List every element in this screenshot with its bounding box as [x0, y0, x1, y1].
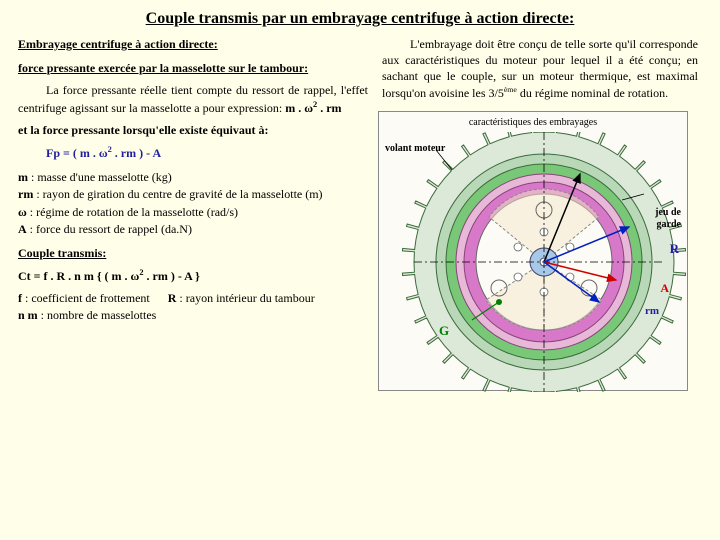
label-volant: volant moteur [385, 142, 445, 156]
left-column: Embrayage centrifuge à action directe: f… [18, 36, 378, 391]
bottom-vars: f : coefficient de frottement R : rayon … [18, 290, 368, 323]
fp-intro: et la force pressante lorsqu'elle existe… [18, 122, 368, 138]
clutch-diagram: caractéristiques des embrayages [378, 111, 688, 391]
diagram-svg-wrap [379, 132, 689, 392]
var-f-R: f : coefficient de frottement R : rayon … [18, 290, 368, 306]
label-rm: rm [645, 304, 659, 319]
var-rm: rm : rayon de giration du centre de grav… [18, 186, 368, 202]
content-area: Embrayage centrifuge à action directe: f… [0, 36, 720, 391]
main-heading: Embrayage centrifuge à action directe: [18, 36, 368, 52]
force-text: La force pressante réelle tient compte d… [18, 82, 368, 115]
label-A: A [660, 280, 669, 296]
couple-heading: Couple transmis: [18, 245, 368, 261]
diagram-title: caractéristiques des embrayages [379, 112, 687, 132]
clutch-svg [379, 132, 689, 392]
label-garde: garde [657, 218, 681, 232]
var-A: A : force du ressort de rappel (da.N) [18, 221, 368, 237]
right-column: L'embrayage doit être conçu de telle sor… [378, 36, 698, 391]
variable-list: m : masse d'une masselotte (kg) rm : ray… [18, 169, 368, 237]
right-paragraph: L'embrayage doit être conçu de telle sor… [378, 36, 698, 101]
force-heading: force pressante exercée par la masselott… [18, 60, 368, 76]
var-nm: n m : nombre de masselottes [18, 307, 368, 323]
var-omega: ω : régime de rotation de la masselotte … [18, 204, 368, 220]
ct-formula: Ct = f . R . n m { ( m . ω2 . rm ) - A } [18, 267, 368, 284]
fp-formula: Fp = ( m . ω2 . rm ) - A [46, 144, 368, 161]
label-R: R [670, 240, 679, 258]
var-m: m : masse d'une masselotte (kg) [18, 169, 368, 185]
page-title: Couple transmis par un embrayage centrif… [0, 0, 720, 36]
label-G: G [439, 322, 449, 340]
